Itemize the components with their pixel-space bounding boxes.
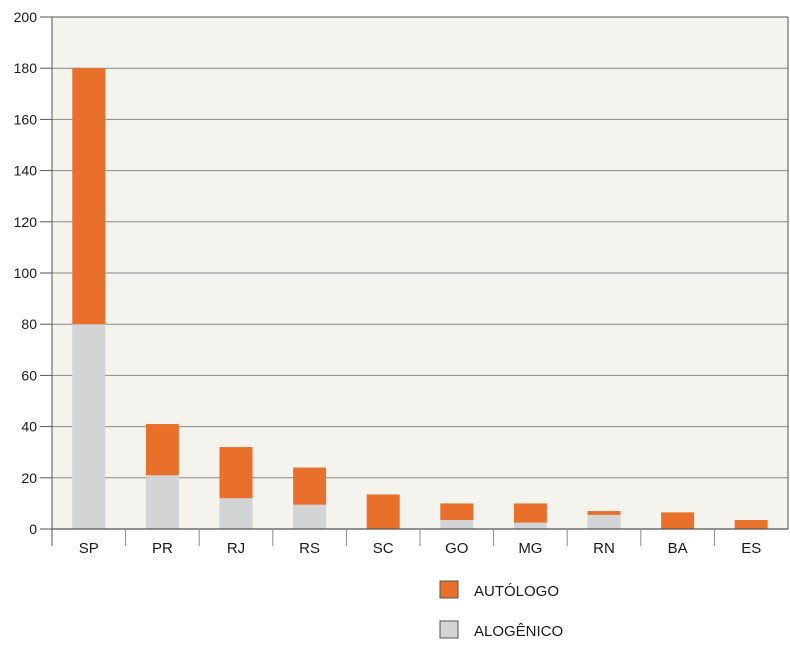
x-tick-labels: SP PR RJ RS SC GO MG RN BA ES — [79, 540, 761, 557]
x-tick-label-sc: SC — [373, 540, 394, 557]
y-tick-label-160: 160 — [14, 111, 38, 127]
legend-swatch-autologo — [439, 580, 459, 599]
x-tick-label-sp: SP — [79, 540, 99, 557]
x-tick-label-mg: MG — [518, 540, 542, 557]
y-tick-label-0: 0 — [29, 521, 37, 537]
y-tick-label-200: 200 — [14, 9, 38, 25]
legend-label-alogenico: ALOGÊNICO — [474, 623, 563, 640]
bar-rj-autologo — [219, 447, 253, 499]
bar-sc-autologo — [366, 494, 400, 529]
bar-ba-autologo — [661, 512, 695, 529]
y-tick-label-60: 60 — [21, 367, 37, 383]
bar-sp-autologo — [72, 68, 106, 325]
x-tick-label-rn: RN — [593, 540, 615, 557]
x-tick-label-go: GO — [445, 540, 468, 557]
x-tick-label-rj: RJ — [227, 540, 245, 557]
bar-rn-alogenico — [587, 514, 621, 529]
y-tick-label-20: 20 — [21, 470, 37, 486]
bar-rj-alogenico — [219, 498, 253, 529]
bar-mg-alogenico — [513, 522, 547, 529]
y-tick-label-80: 80 — [21, 316, 37, 332]
axes — [51, 16, 789, 546]
y-tick-labels: 0 20 40 60 80 100 120 140 160 180 200 — [14, 9, 38, 537]
y-tick-label-40: 40 — [21, 419, 37, 435]
x-tick-label-rs: RS — [299, 540, 320, 557]
bar-rn-autologo — [587, 511, 621, 515]
bar-rs-autologo — [293, 467, 327, 505]
bar-go-alogenico — [440, 520, 474, 529]
bar-sp-alogenico — [72, 324, 106, 529]
bar-rs-alogenico — [293, 504, 327, 529]
legend: AUTÓLOGO ALOGÊNICO — [439, 580, 563, 640]
legend-swatch-alogenico — [439, 620, 459, 639]
bar-mg-autologo — [513, 503, 547, 523]
x-tick-label-pr: PR — [152, 540, 173, 557]
x-tick-label-es: ES — [741, 540, 761, 557]
x-tick-label-ba: BA — [668, 540, 688, 557]
bar-pr-autologo — [145, 424, 179, 476]
y-tick-label-140: 140 — [14, 163, 38, 179]
y-tick-label-180: 180 — [14, 60, 38, 76]
bars — [72, 68, 768, 529]
bar-es-autologo — [734, 520, 768, 529]
y-tick-label-100: 100 — [14, 265, 38, 281]
y-tick-label-120: 120 — [14, 214, 38, 230]
legend-label-autologo: AUTÓLOGO — [474, 583, 559, 600]
bar-go-autologo — [440, 503, 474, 521]
bar-pr-alogenico — [145, 475, 179, 529]
